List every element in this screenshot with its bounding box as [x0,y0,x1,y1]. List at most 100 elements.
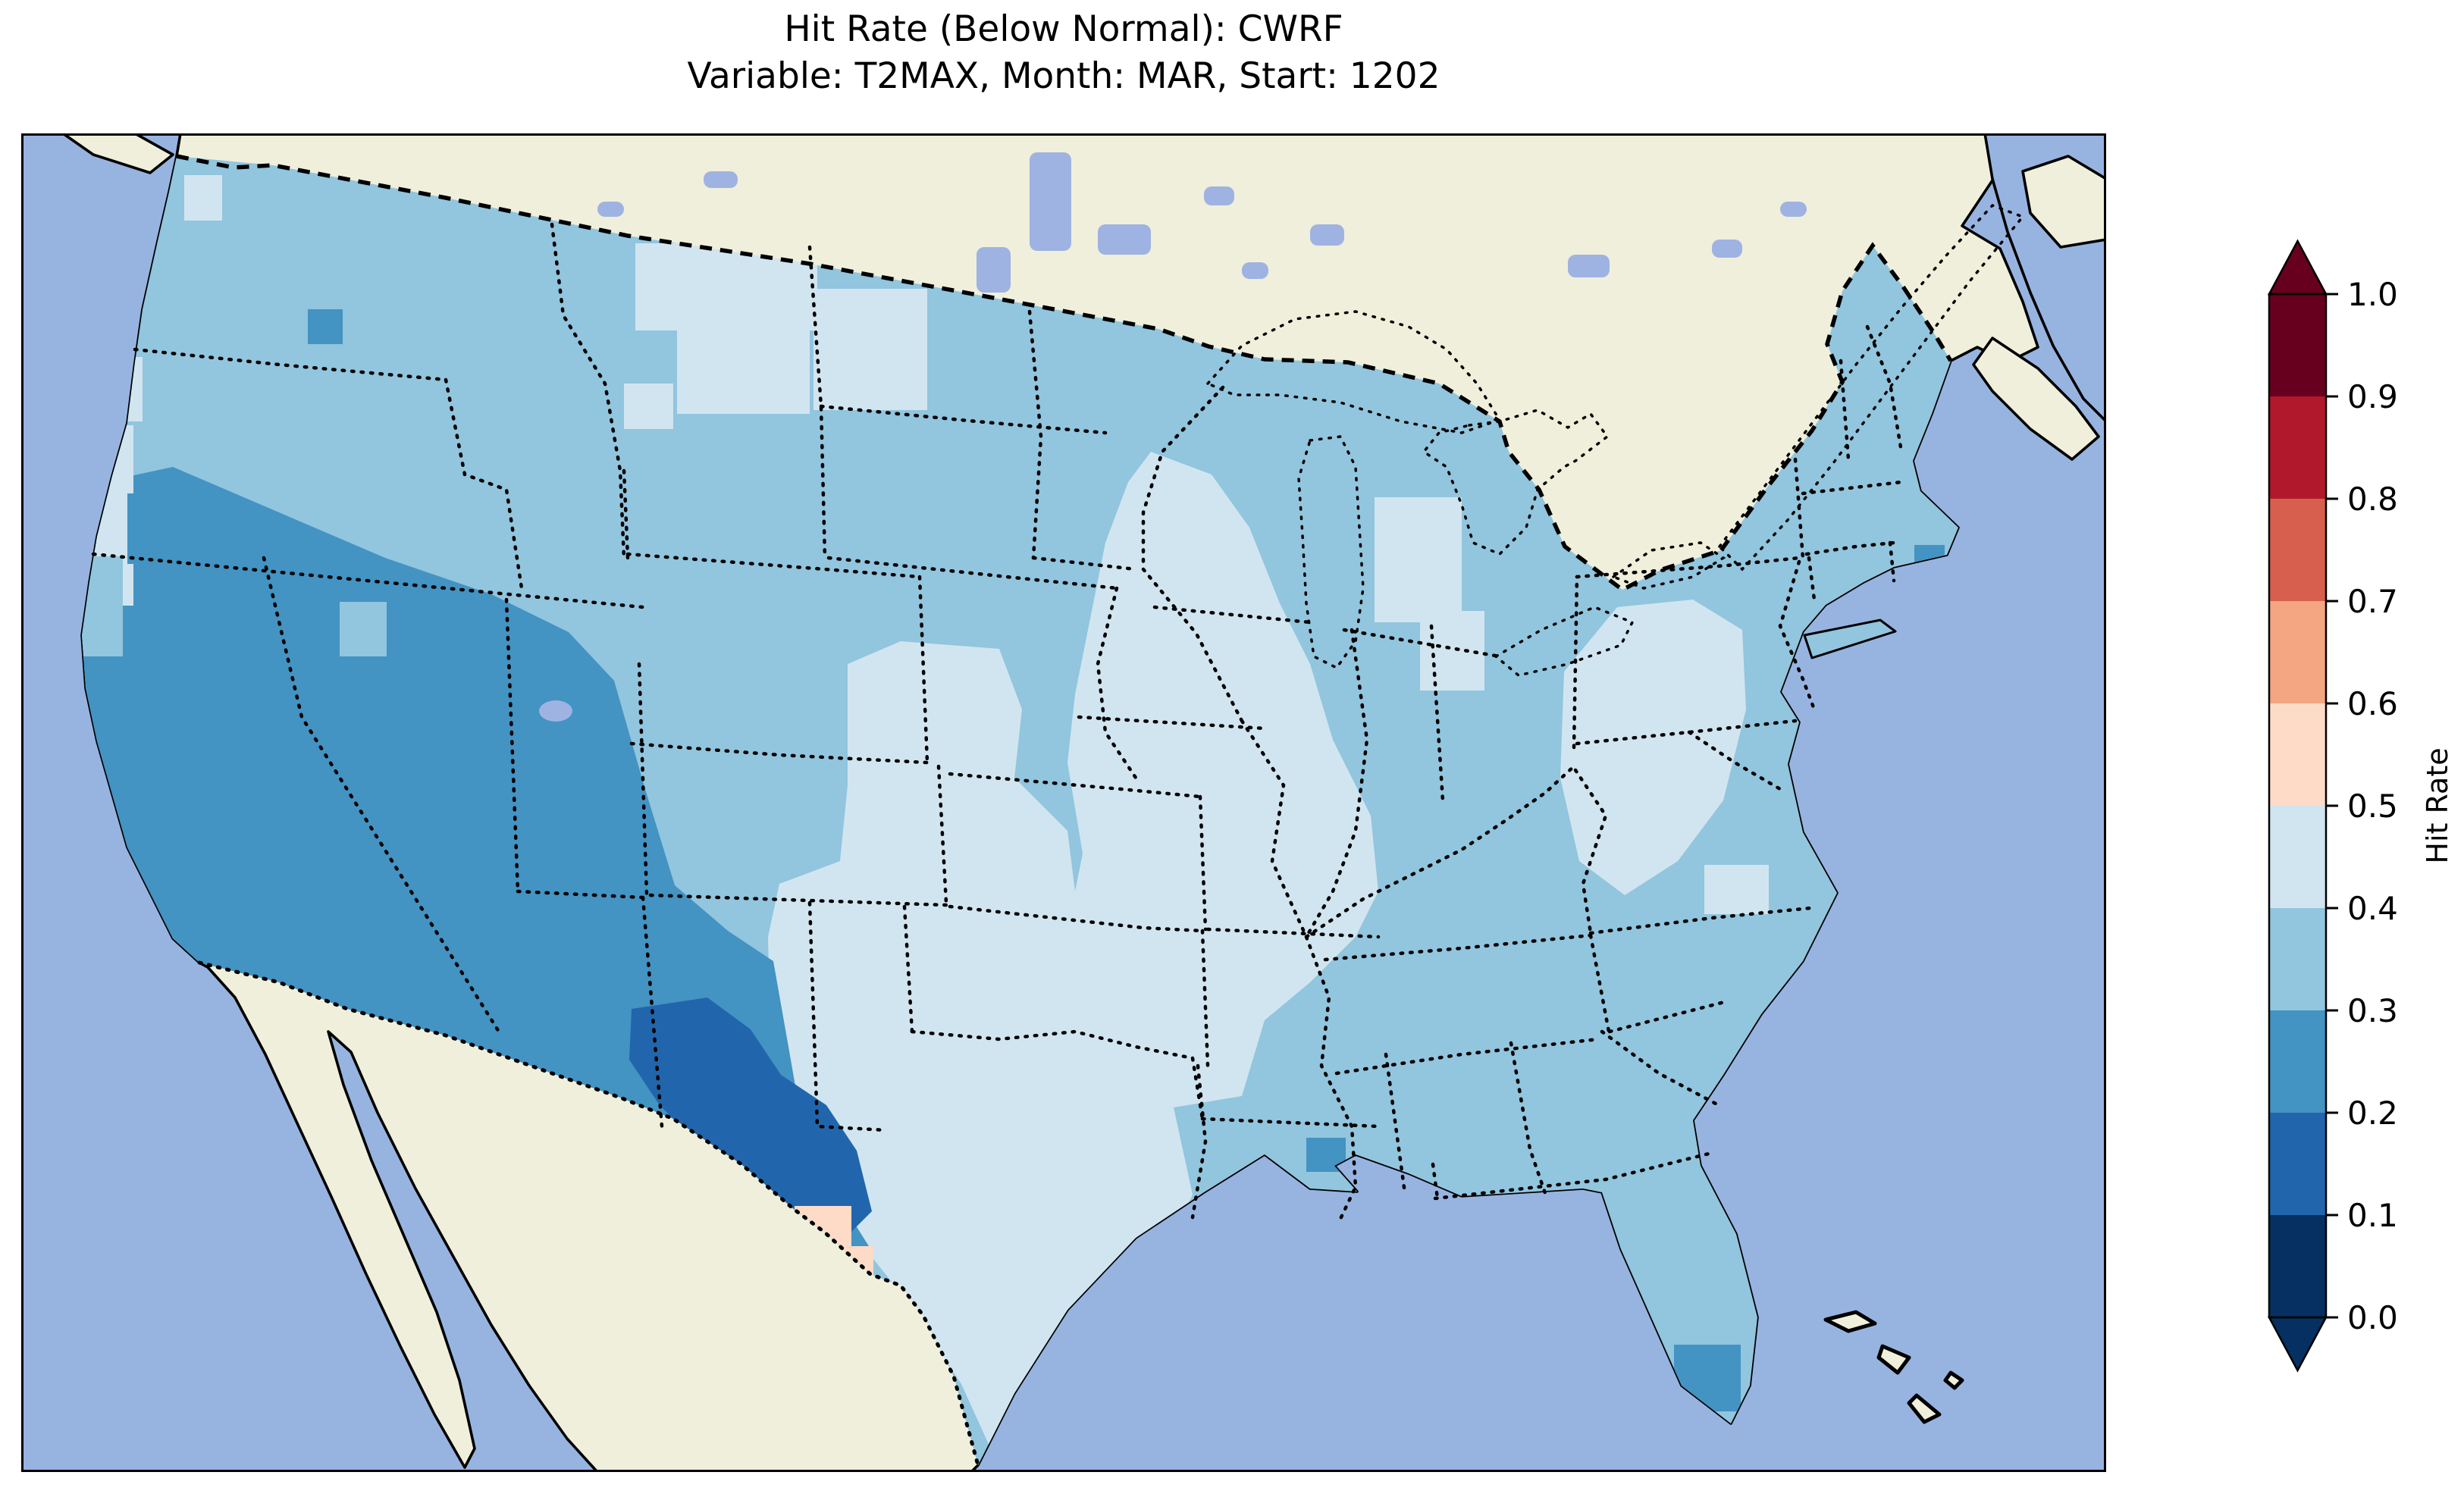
colorbar-bin-0.8-0.9 [2269,396,2326,499]
field-region-east-montana-pale-2 [677,327,810,414]
colorbar-bin-0.6-0.7 [2269,601,2326,703]
field-region-se-pa-nj-md-pale [1613,668,1723,740]
state-border [550,222,626,560]
bahamas-island [1943,1370,1964,1390]
state-border [1304,764,1576,939]
colorbar-tick-label: 0.5 [2347,788,2398,825]
bahamas-island [1907,1393,1942,1424]
nova-scotia [1972,337,2100,461]
state-border [1200,1117,1381,1129]
field-region-nm-wtx-darkest-blob [629,998,872,1242]
colorbar-bin-0.5-0.6 [2269,703,2326,806]
colorbar-tick-label: 0.9 [2347,378,2398,415]
state-border [1190,1063,1208,1220]
state-border [1141,567,1244,723]
state-border [91,552,645,609]
canada-lake [977,247,1011,293]
lake-erie [1493,606,1635,677]
state-border [444,377,524,590]
state-border [936,764,948,905]
state-border [1433,1151,1714,1201]
state-border [1431,1162,1440,1201]
state-border [1096,586,1138,780]
colorbar-bin-0.0-0.1 [2269,1215,2326,1317]
state-border [1509,1041,1547,1195]
state-border [910,1029,1195,1060]
state-border [1588,906,1813,935]
state-border [1793,457,1805,560]
state-border [1888,540,1896,583]
vancouver-island [61,133,174,174]
colorbar-bin-0.7-0.8 [2269,499,2326,601]
state-border [641,895,664,1129]
bahamas-island [1876,1344,1911,1375]
canada-lake [597,202,624,217]
state-border [1027,309,1043,560]
canada-lake [1780,202,1807,217]
colorbar-bin-0.1-0.2 [2269,1113,2326,1215]
state-border [902,904,914,1034]
us-mexico-border [197,960,980,1467]
state-border [1573,768,1608,935]
field-region-central-corridor-pale [768,452,1378,1465]
canada-lake [1712,240,1742,258]
state-border [1342,628,1502,659]
colorbar-bin-0.3-0.4 [2269,908,2326,1010]
state-border [917,575,929,765]
colorbar-bin-0.4-0.5 [2269,806,2326,908]
field-region-nc-coast-pale [1704,865,1769,914]
canada-lake [1030,152,1071,251]
state-border [1152,605,1312,625]
state-border [1384,1052,1407,1195]
long-island-outline [1803,619,1897,659]
state-border [1190,1056,1205,1121]
state-border [1198,794,1208,932]
newfoundland [2021,155,2106,249]
figure-title-line1: Hit Rate (Below Normal): CWRF [784,8,1343,50]
state-border [1205,927,1381,939]
field-region-washington-dark-cell [308,309,343,344]
state-border [625,552,922,579]
field-region-montana-dakota-pale [813,289,927,410]
colorbar-bin-0.2-0.3 [2269,1010,2326,1113]
state-border [133,347,448,382]
colorbar-tick-label: 0.2 [2347,1095,2398,1132]
field-region-lower-michigan-pale [1375,497,1462,622]
canada-lake [1204,186,1234,205]
colorbar-tick-label: 0.7 [2347,583,2398,620]
colorbar-extend-min [2267,1316,2328,1373]
colorbar-tick-label: 0.1 [2347,1197,2398,1234]
state-border [948,772,1202,799]
state-border [1334,1037,1600,1076]
canada-lake [704,171,738,188]
state-border [807,900,888,1132]
state-border [1031,556,1138,572]
state-border [1572,575,1579,750]
colorbar-extend-max [2267,239,2328,296]
state-border [637,662,649,897]
field-region-north-ohio-pale [1420,611,1484,691]
state-border [1575,556,1801,579]
state-border [1600,1029,1718,1106]
state-border [1588,933,1612,1038]
map-frame [21,133,2106,1472]
colorbar-tick-label: 1.0 [2347,276,2398,313]
state-border [826,556,1119,590]
us-canada-border [176,154,1953,593]
colorbar-tick-label: 0.0 [2347,1299,2398,1336]
colorbar-bin-0.9-1.0 [2269,294,2326,396]
state-border [1200,929,1210,1068]
canada-lake [1242,262,1268,279]
canada-lake [1098,224,1151,255]
field-region-puget-pale [184,175,222,221]
colorbar-axis-label: Hit Rate [2421,747,2454,863]
canada-lake [1310,224,1344,246]
state-border [516,889,645,900]
state-border [262,556,501,1034]
state-border [1429,624,1445,803]
figure-title-line2: Variable: T2MAX, Month: MAR, Start: 1202 [687,55,1440,97]
state-border [1839,359,1851,462]
state-border [1778,559,1817,712]
